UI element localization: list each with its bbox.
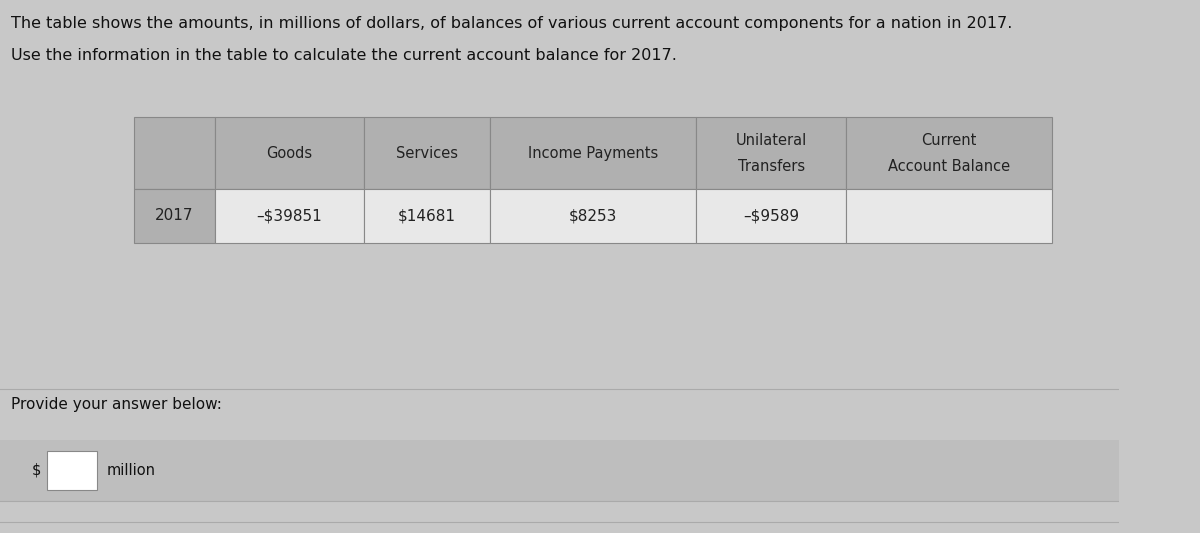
Text: million: million bbox=[107, 463, 155, 478]
Text: The table shows the amounts, in millions of dollars, of balances of various curr: The table shows the amounts, in millions… bbox=[11, 16, 1013, 31]
Bar bbox=[490, 117, 696, 189]
Bar bbox=[215, 189, 364, 243]
Text: Goods: Goods bbox=[266, 146, 312, 161]
Text: Income Payments: Income Payments bbox=[528, 146, 659, 161]
Text: $: $ bbox=[31, 463, 41, 478]
Bar bbox=[696, 117, 846, 189]
Bar bbox=[364, 117, 490, 189]
Bar bbox=[134, 117, 215, 189]
Bar bbox=[364, 189, 490, 243]
Bar bbox=[490, 189, 696, 243]
Bar bbox=[47, 451, 97, 489]
Text: 2017: 2017 bbox=[155, 208, 193, 223]
Bar bbox=[696, 189, 846, 243]
Bar bbox=[846, 117, 1052, 189]
Bar bbox=[846, 189, 1052, 243]
Text: Account Balance: Account Balance bbox=[888, 159, 1010, 174]
Bar bbox=[215, 117, 364, 189]
Text: Provide your answer below:: Provide your answer below: bbox=[11, 397, 222, 412]
Text: $14681: $14681 bbox=[398, 208, 456, 223]
Text: Unilateral: Unilateral bbox=[736, 133, 806, 148]
Text: –$39851: –$39851 bbox=[257, 208, 322, 223]
Text: Services: Services bbox=[396, 146, 458, 161]
Text: Transfers: Transfers bbox=[738, 159, 805, 174]
Text: –$9589: –$9589 bbox=[743, 208, 799, 223]
Text: Current: Current bbox=[922, 133, 977, 148]
Text: Use the information in the table to calculate the current account balance for 20: Use the information in the table to calc… bbox=[11, 48, 677, 63]
Bar bbox=[0, 440, 1120, 501]
Bar bbox=[134, 189, 215, 243]
Text: $8253: $8253 bbox=[569, 208, 618, 223]
